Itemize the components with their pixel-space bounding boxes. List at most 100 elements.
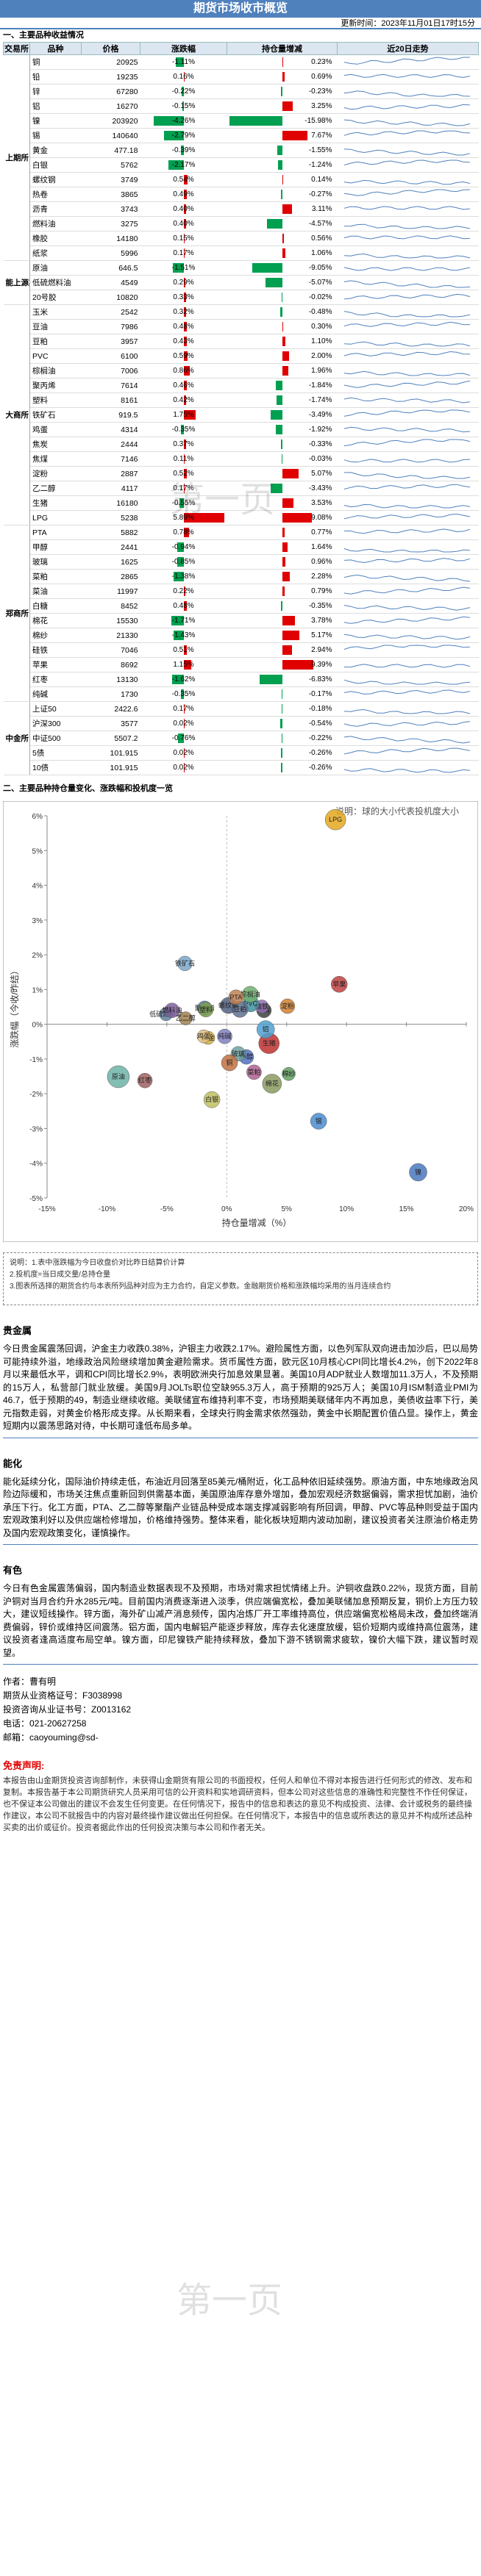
change-value: -1.38% — [171, 573, 196, 581]
oi-bar-cell: -4.57% — [227, 216, 338, 232]
change-bar — [181, 425, 184, 434]
oi-value: 0.77% — [311, 528, 332, 537]
change-value: -4.26% — [171, 117, 196, 125]
change-bar — [183, 528, 189, 537]
price-cell: 11997 — [81, 584, 140, 599]
trend-sparkline — [337, 716, 479, 731]
change-bar-cell: 0.02% — [140, 760, 227, 775]
bubble-label: 白银 — [205, 1095, 218, 1103]
change-value: 0.40% — [173, 205, 194, 213]
change-bar-cell: 0.16% — [140, 69, 227, 85]
change-bar-cell: 0.52% — [140, 466, 227, 481]
bubble-label: 乙二醇 — [176, 1014, 196, 1022]
change-bar — [182, 87, 184, 96]
change-bar — [183, 660, 192, 670]
bubble-point: 纯碱 — [217, 1028, 232, 1044]
oi-bar-cell: -0.33% — [227, 437, 338, 452]
product-name: 鸡蛋 — [29, 422, 82, 437]
change-bar — [154, 116, 184, 126]
change-bar-cell: 5.89% — [140, 510, 227, 525]
bubble-point: 锡 — [310, 1113, 327, 1130]
bubble — [137, 1072, 153, 1088]
table-row: 鸡蛋 4314 -0.35% -1.92% — [4, 422, 479, 437]
bubble — [196, 1029, 211, 1044]
oi-bar — [280, 601, 282, 611]
y-tick-label: 4% — [32, 883, 43, 891]
change-value: 0.37% — [173, 440, 194, 448]
product-name: 乙二醇 — [29, 481, 82, 496]
trend-sparkline — [337, 686, 479, 702]
table-row: 上期所铜 20925 -1.11% 0.23% — [3, 54, 479, 261]
oi-bar — [270, 410, 282, 420]
oi-value: 0.79% — [311, 587, 332, 595]
x-tick-label: 20% — [459, 1205, 474, 1213]
oi-value: -0.17% — [308, 690, 332, 698]
change-bar — [183, 704, 185, 714]
product-name: 上证50 — [29, 701, 82, 717]
oi-value: -15.98% — [304, 117, 332, 125]
bubble-point: 铜 — [221, 1054, 238, 1072]
oi-bar-cell: -1.55% — [227, 143, 338, 158]
bubble-point: PTA — [228, 989, 244, 1005]
oi-value: -0.35% — [308, 602, 332, 610]
change-bar-cell: -0.39% — [140, 143, 227, 158]
product-name: 菜粕 — [29, 569, 82, 584]
oi-bar-cell: 7.67% — [227, 128, 338, 143]
bubble-chart-svg: 说明：球的大小代表投机度大小 6% 5% 4% 3% 2% 1% 0% -1% -2% -3% -4%… — [2, 800, 479, 1243]
table-row: 纯碱 1730 -0.35% -0.17% — [4, 686, 479, 702]
table-row: 豆油 7986 0.48% 0.30% — [4, 319, 479, 334]
oi-value: -9.05% — [308, 264, 332, 272]
oi-bar — [282, 645, 292, 655]
table-row: 黄金 477.18 -0.39% -1.55% — [4, 143, 479, 158]
change-value: -1.43% — [171, 631, 196, 639]
table-row: 硅铁 7046 0.51% 2.94% — [4, 642, 479, 658]
oi-bar-cell: 3.25% — [227, 98, 338, 114]
trend-sparkline — [337, 657, 479, 672]
change-value: 1.15% — [173, 661, 194, 669]
product-name: 20号胶 — [29, 290, 82, 305]
oi-bar-cell: -3.49% — [227, 407, 338, 423]
bubble-point: 棉花 — [262, 1074, 282, 1094]
bubble-point: 铝 — [256, 1020, 275, 1038]
bubble — [221, 1054, 238, 1072]
change-value: 0.02% — [173, 764, 194, 772]
oi-value: 2.28% — [311, 573, 332, 581]
oi-bar — [275, 425, 282, 434]
trend-sparkline — [337, 260, 479, 276]
oi-value: -5.07% — [308, 279, 332, 287]
bubble-label: 铁矿石 — [175, 959, 195, 967]
trend-sparkline — [337, 642, 479, 658]
oi-value: -1.24% — [308, 161, 332, 169]
oi-bar — [282, 57, 283, 67]
price-cell: 6100 — [81, 348, 140, 364]
price-cell: 3577 — [81, 716, 140, 731]
note-line: 2.投机度=当日成交量/总持仓量 — [10, 1271, 110, 1279]
table-row: 10债 101.915 0.02% -0.26% — [4, 760, 479, 775]
change-value: 0.49% — [173, 190, 194, 198]
change-bar-cell: 0.17% — [140, 701, 227, 717]
metals-text: 今日贵金属震荡回调，沪金主力收跌0.38%，沪银主力收跌2.17%。避险属性方面… — [3, 1343, 478, 1438]
bubble-label: 淀粉 — [281, 1002, 294, 1010]
trend-sparkline — [337, 745, 479, 761]
watermark: 第一页 — [177, 2280, 283, 2321]
product-name: 棕榈油 — [29, 363, 82, 378]
oi-bar — [229, 116, 282, 126]
oi-bar — [282, 616, 295, 625]
product-name: 白银 — [29, 157, 82, 173]
change-bar-cell: 0.32% — [140, 304, 227, 320]
change-bar-cell: -0.55% — [140, 495, 227, 511]
y-tick-label: -2% — [29, 1091, 43, 1099]
product-name: 棉纱 — [29, 628, 82, 643]
table-row: 锡 140640 -2.79% 7.67% — [4, 128, 479, 143]
oi-bar-cell: -0.03% — [227, 451, 338, 467]
nonferrous-title: 有色 — [3, 1565, 23, 1576]
oi-value: -1.55% — [308, 146, 332, 154]
oi-bar — [282, 542, 288, 552]
change-bar-cell: 0.40% — [140, 201, 227, 217]
product-name: 红枣 — [29, 672, 82, 687]
bubble-point: 棉纱 — [282, 1066, 296, 1081]
change-bar-cell: 0.02% — [140, 716, 227, 731]
bubble-point: 乙二醇 — [176, 1011, 196, 1025]
oi-value: 3.11% — [311, 205, 332, 213]
bubble-point: 菜粕 — [246, 1064, 262, 1080]
